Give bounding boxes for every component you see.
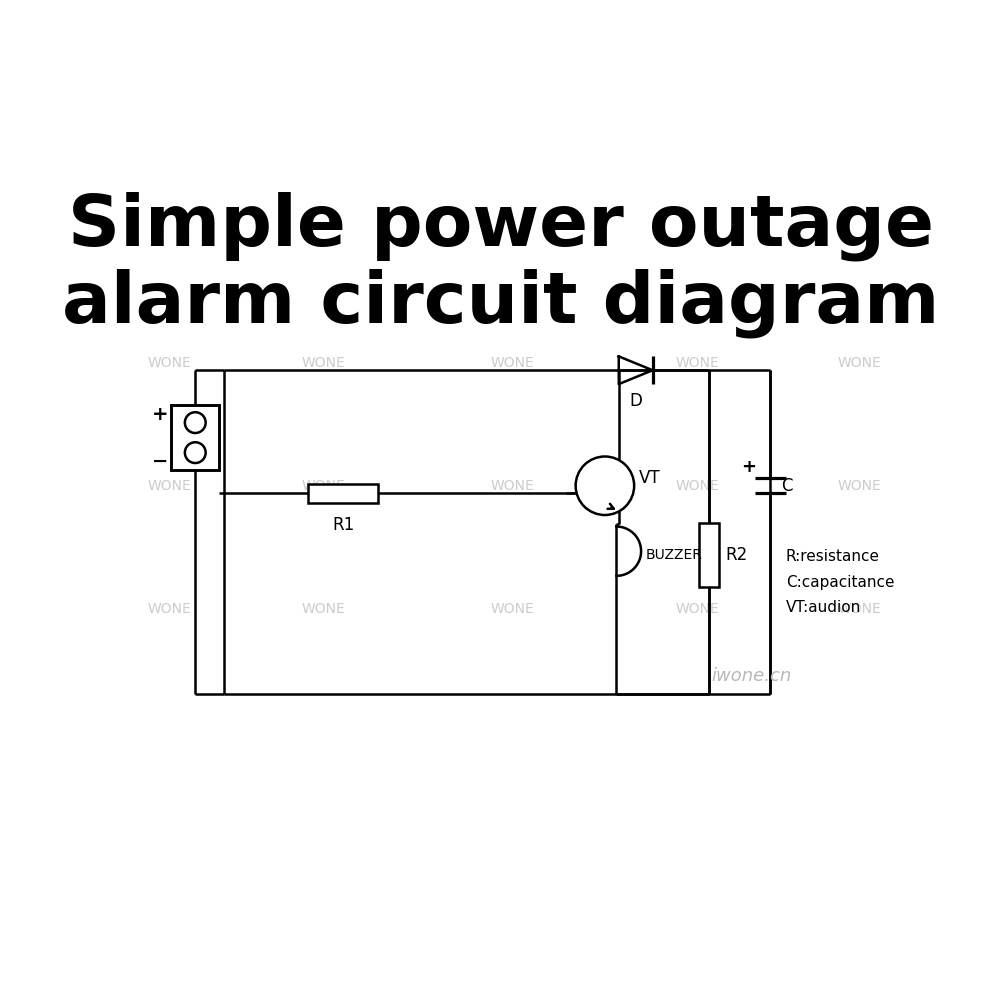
Text: WONE: WONE <box>491 356 534 370</box>
Text: WONE: WONE <box>148 602 192 616</box>
Text: WONE: WONE <box>302 602 346 616</box>
Circle shape <box>185 442 206 463</box>
Text: WONE: WONE <box>675 602 719 616</box>
Text: WONE: WONE <box>837 356 881 370</box>
Text: iwone.cn: iwone.cn <box>711 667 791 685</box>
Text: D: D <box>629 392 642 410</box>
Bar <box>699 523 719 587</box>
Text: WONE: WONE <box>675 479 719 493</box>
Text: +: + <box>152 405 169 424</box>
Text: R1: R1 <box>332 516 354 534</box>
Text: +: + <box>741 458 756 476</box>
Text: C: C <box>781 477 793 495</box>
Text: BUZZER: BUZZER <box>646 548 703 562</box>
Circle shape <box>185 412 206 433</box>
Text: WONE: WONE <box>837 479 881 493</box>
Text: WONE: WONE <box>302 479 346 493</box>
Bar <box>171 405 219 470</box>
Text: WONE: WONE <box>148 356 192 370</box>
Text: Simple power outage: Simple power outage <box>68 192 934 261</box>
Text: WONE: WONE <box>491 479 534 493</box>
Text: WONE: WONE <box>491 602 534 616</box>
Bar <box>308 484 378 503</box>
Text: WONE: WONE <box>148 479 192 493</box>
Text: R:resistance
C:capacitance
VT:audion: R:resistance C:capacitance VT:audion <box>786 549 894 615</box>
Text: WONE: WONE <box>837 602 881 616</box>
Text: −: − <box>152 452 169 471</box>
Text: VT: VT <box>639 469 660 487</box>
Text: R2: R2 <box>726 546 748 564</box>
Circle shape <box>576 456 634 515</box>
Text: alarm circuit diagram: alarm circuit diagram <box>62 269 940 338</box>
Text: WONE: WONE <box>675 356 719 370</box>
Text: WONE: WONE <box>302 356 346 370</box>
